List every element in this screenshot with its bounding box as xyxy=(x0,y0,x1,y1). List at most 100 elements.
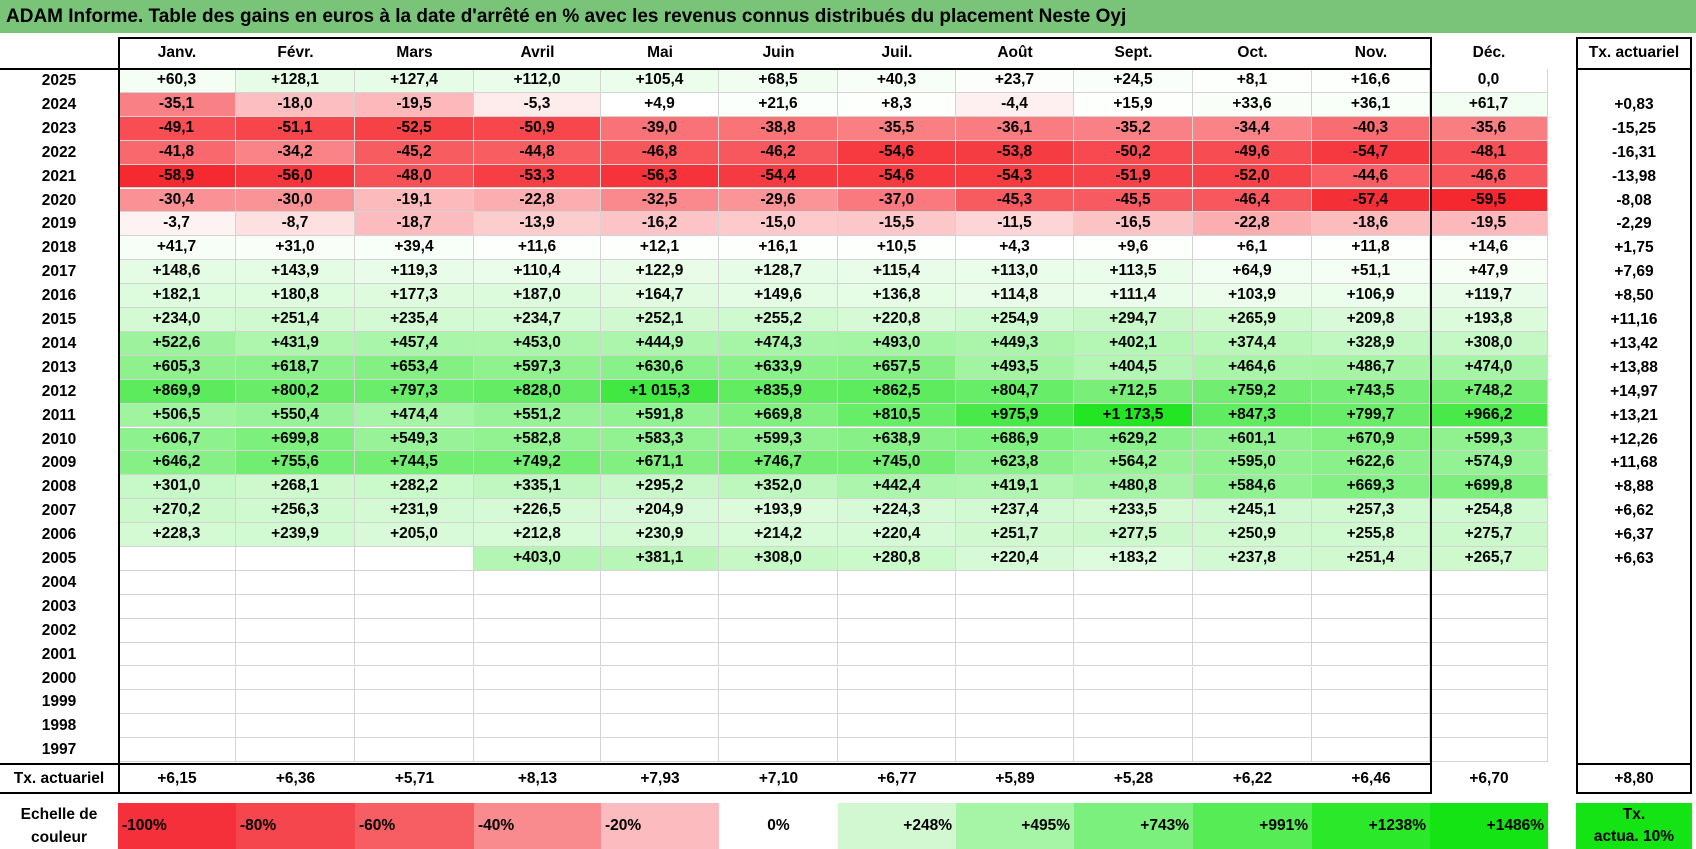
table-cell: +457,4 xyxy=(355,331,474,356)
table-cell: -41,8 xyxy=(118,140,236,165)
table-cell xyxy=(355,738,474,763)
table-cell: +119,7 xyxy=(1430,284,1548,308)
table-cell: +403,0 xyxy=(474,547,601,571)
table-cell: +220,4 xyxy=(838,523,956,547)
table-cell xyxy=(719,738,838,763)
table-cell xyxy=(719,714,838,739)
scale-swatch: +1238% xyxy=(1312,803,1430,849)
table-cell xyxy=(118,547,236,571)
year-label: 2005 xyxy=(41,550,77,567)
table-cell xyxy=(355,690,474,715)
table-cell xyxy=(236,738,355,763)
table-cell: +252,1 xyxy=(601,308,719,332)
table-cell: -30,0 xyxy=(236,188,355,213)
actuarial-rate: +8,50 xyxy=(1614,287,1654,305)
footer-rate: +7,10 xyxy=(758,770,799,788)
table-cell: +605,3 xyxy=(118,355,236,380)
table-cell: -46,2 xyxy=(719,140,838,165)
actuarial-rate xyxy=(1576,69,1692,93)
table-cell: +480,8 xyxy=(1074,475,1193,500)
table-cell xyxy=(719,570,838,595)
table-cell: +8,1 xyxy=(1193,69,1312,93)
table-cell: -35,1 xyxy=(118,92,236,117)
table-cell: +862,5 xyxy=(838,379,956,404)
table-cell: +193,9 xyxy=(719,499,838,524)
table-cell xyxy=(956,642,1074,667)
table-cell: -51,1 xyxy=(236,116,355,141)
header-divider-tx xyxy=(1576,68,1692,70)
table-cell: +136,8 xyxy=(838,284,956,308)
year-label: 2001 xyxy=(41,645,77,663)
table-cell: -15,0 xyxy=(719,212,838,237)
table-cell: -46,6 xyxy=(1430,164,1548,189)
actuarial-rate: +6,37 xyxy=(1614,526,1654,544)
table-cell: +251,4 xyxy=(236,308,355,332)
actuarial-rate: +6,63 xyxy=(1614,550,1654,567)
table-cell xyxy=(956,690,1074,715)
table-cell: +47,9 xyxy=(1430,260,1548,285)
table-cell: -59,5 xyxy=(1430,188,1548,213)
table-cell: +800,2 xyxy=(236,379,355,404)
table-cell: +233,5 xyxy=(1074,499,1193,524)
actuarial-rate: -2,29 xyxy=(1616,215,1652,233)
table-cell xyxy=(236,594,355,619)
table-cell xyxy=(355,714,474,739)
table-cell: +220,4 xyxy=(956,547,1074,571)
table-cell: -54,6 xyxy=(838,140,956,165)
actuarial-rate xyxy=(1576,571,1692,595)
scale-swatch: -40% xyxy=(474,803,601,849)
table-cell: -22,8 xyxy=(474,188,601,213)
actuarial-rate: +13,21 xyxy=(1610,406,1658,424)
table-cell xyxy=(601,570,719,595)
table-cell: +599,3 xyxy=(719,427,838,452)
year-label: 1997 xyxy=(41,741,77,759)
scale-label: Echelle de couleur xyxy=(0,803,118,849)
table-cell xyxy=(355,570,474,595)
table-cell: +193,8 xyxy=(1430,308,1548,332)
table-cell: +23,7 xyxy=(956,69,1074,93)
table-cell xyxy=(118,570,236,595)
table-cell xyxy=(1074,714,1193,739)
table-cell: +686,9 xyxy=(956,427,1074,452)
table-cell: -52,0 xyxy=(1193,164,1312,189)
table-cell: -58,9 xyxy=(118,164,236,189)
table-cell: -34,4 xyxy=(1193,116,1312,141)
table-cell: +1 173,5 xyxy=(1074,403,1193,428)
table-cell xyxy=(1193,594,1312,619)
table-cell: +237,8 xyxy=(1193,547,1312,571)
table-cell: +265,9 xyxy=(1193,308,1312,332)
table-cell: +282,2 xyxy=(355,475,474,500)
table-cell: +68,5 xyxy=(719,69,838,93)
table-cell: -51,9 xyxy=(1074,164,1193,189)
table-cell: +295,2 xyxy=(601,475,719,500)
year-label: 2019 xyxy=(41,215,77,233)
table-cell: -35,2 xyxy=(1074,116,1193,141)
table-cell: +966,2 xyxy=(1430,403,1548,428)
table-cell: +444,9 xyxy=(601,331,719,356)
table-cell: +755,6 xyxy=(236,451,355,476)
scale-swatch: -60% xyxy=(355,803,474,849)
table-cell xyxy=(601,714,719,739)
table-cell: +294,7 xyxy=(1074,308,1193,332)
year-label: 2014 xyxy=(41,334,77,352)
table-cell: +164,7 xyxy=(601,284,719,308)
table-cell: +669,8 xyxy=(719,403,838,428)
table-cell: -45,5 xyxy=(1074,188,1193,213)
table-cell xyxy=(956,594,1074,619)
footer-rate: +8,13 xyxy=(517,770,558,788)
table-cell: -49,6 xyxy=(1193,140,1312,165)
table-cell: +103,9 xyxy=(1193,284,1312,308)
table-cell: +419,1 xyxy=(956,475,1074,500)
table-cell: +231,9 xyxy=(355,499,474,524)
footer-bottom-line xyxy=(0,792,118,795)
table-cell: +597,3 xyxy=(474,355,601,380)
table-cell xyxy=(838,714,956,739)
table-cell: -39,0 xyxy=(601,116,719,141)
table-cell: -18,0 xyxy=(236,92,355,117)
table-cell: +106,9 xyxy=(1312,284,1430,308)
table-cell: +268,1 xyxy=(236,475,355,500)
footer-divider-tx xyxy=(1576,763,1692,766)
table-cell: +657,5 xyxy=(838,355,956,380)
year-label: 2012 xyxy=(41,382,77,400)
table-cell: +61,7 xyxy=(1430,92,1548,117)
